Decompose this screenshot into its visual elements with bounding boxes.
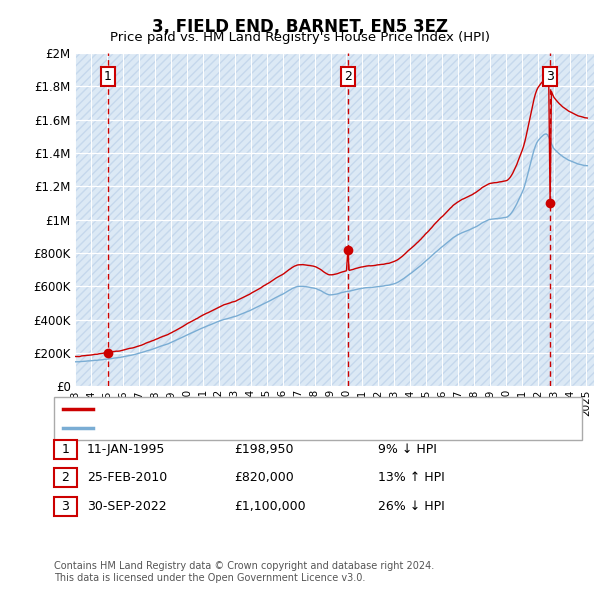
Text: 1: 1 <box>104 70 112 83</box>
Text: 11-JAN-1995: 11-JAN-1995 <box>87 443 166 456</box>
Text: 3: 3 <box>546 70 554 83</box>
Text: 25-FEB-2010: 25-FEB-2010 <box>87 471 167 484</box>
Text: 2: 2 <box>344 70 352 83</box>
Text: 9% ↓ HPI: 9% ↓ HPI <box>378 443 437 456</box>
Text: HPI: Average price, detached house, Barnet: HPI: Average price, detached house, Barn… <box>99 421 357 434</box>
Text: 13% ↑ HPI: 13% ↑ HPI <box>378 471 445 484</box>
Text: 30-SEP-2022: 30-SEP-2022 <box>87 500 167 513</box>
Text: Price paid vs. HM Land Registry's House Price Index (HPI): Price paid vs. HM Land Registry's House … <box>110 31 490 44</box>
Text: 26% ↓ HPI: 26% ↓ HPI <box>378 500 445 513</box>
Text: £198,950: £198,950 <box>234 443 293 456</box>
Text: 3, FIELD END, BARNET, EN5 3EZ: 3, FIELD END, BARNET, EN5 3EZ <box>152 18 448 36</box>
Text: 2: 2 <box>61 471 70 484</box>
Text: Contains HM Land Registry data © Crown copyright and database right 2024.
This d: Contains HM Land Registry data © Crown c… <box>54 561 434 583</box>
Text: 3: 3 <box>61 500 70 513</box>
Text: £820,000: £820,000 <box>234 471 294 484</box>
Text: 1: 1 <box>61 443 70 456</box>
Text: 3, FIELD END, BARNET, EN5 3EZ (detached house): 3, FIELD END, BARNET, EN5 3EZ (detached … <box>99 402 396 415</box>
Text: £1,100,000: £1,100,000 <box>234 500 305 513</box>
